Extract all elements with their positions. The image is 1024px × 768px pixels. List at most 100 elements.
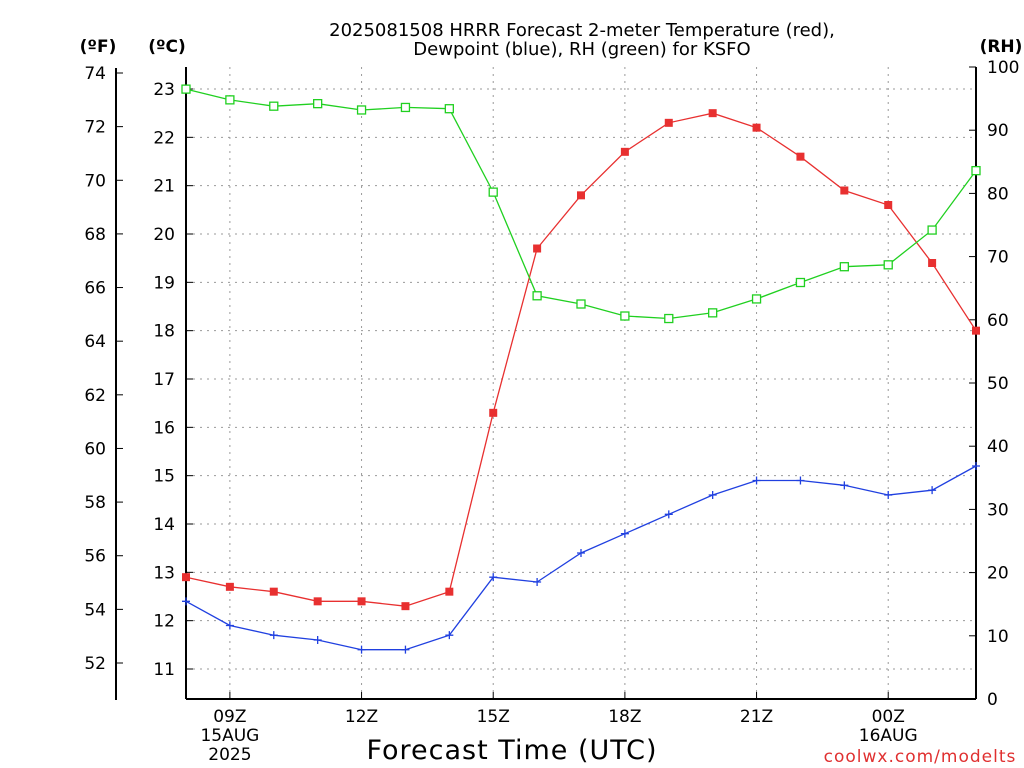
dewpoint-point <box>269 631 278 640</box>
rh-axis-unit: (RH) <box>980 37 1023 57</box>
temperature-point <box>972 326 980 335</box>
rh-point <box>883 260 893 270</box>
temperature-point <box>182 573 190 582</box>
credit-text: coolwx.com/modelts <box>824 747 1017 767</box>
rh-point <box>927 225 937 235</box>
temperature-point <box>840 186 849 195</box>
rh-tick-label: 0 <box>987 690 998 710</box>
temperature-point <box>928 259 937 267</box>
temperature-point <box>489 408 498 417</box>
rh-tick-label: 10 <box>987 627 1009 647</box>
rh-line <box>185 88 977 320</box>
rh-point <box>795 277 806 288</box>
temperature-point <box>664 118 673 127</box>
dewpoint-point <box>357 645 366 654</box>
celsius-tick-label: 21 <box>153 177 175 197</box>
dewpoint-point <box>796 476 805 485</box>
rh-tick-label: 20 <box>987 564 1009 584</box>
fahrenheit-tick-label: 70 <box>84 171 106 191</box>
temperature-point <box>752 123 761 132</box>
celsius-tick-label: 12 <box>153 612 175 632</box>
x-tick-label: 09Z <box>213 707 246 727</box>
x-tick-label: 21Z <box>740 707 773 727</box>
celsius-tick-label: 11 <box>153 660 175 680</box>
dewpoint-point <box>401 645 410 654</box>
rh-point <box>576 299 586 309</box>
rh-point <box>269 101 279 111</box>
rh-point <box>751 294 762 304</box>
celsius-tick-label: 23 <box>153 80 175 100</box>
temperature-point <box>313 597 322 606</box>
data-series <box>181 84 981 654</box>
temperature-point <box>269 587 278 596</box>
fahrenheit-axis-unit: (ºF) <box>80 37 117 57</box>
x-tick-label: 2025 <box>208 745 251 765</box>
dewpoint-point <box>489 573 498 582</box>
rh-tick-label: 80 <box>987 184 1009 204</box>
celsius-tick-label: 13 <box>153 563 175 583</box>
rh-point <box>664 313 674 324</box>
rh-tick-label: 50 <box>987 374 1009 394</box>
fahrenheit-tick-label: 68 <box>84 225 106 245</box>
celsius-tick-label: 22 <box>153 128 175 148</box>
x-tick-label: 15Z <box>477 707 510 727</box>
rh-tick-label: 70 <box>987 248 1009 268</box>
x-tick-label: 16AUG <box>859 726 918 746</box>
chart-title-line-2: Dewpoint (blue), RH (green) for KSFO <box>413 39 750 60</box>
fahrenheit-tick-label: 64 <box>84 332 106 352</box>
dewpoint-point <box>577 549 585 557</box>
celsius-tick-label: 15 <box>153 467 175 487</box>
rh-point <box>708 308 718 318</box>
rh-tick-label: 90 <box>987 121 1009 141</box>
fahrenheit-tick-label: 56 <box>84 547 106 567</box>
dewpoint-point <box>445 631 454 640</box>
dewpoint-point <box>752 476 761 485</box>
dewpoint-point <box>928 486 937 495</box>
rh-point <box>488 187 498 197</box>
temperature-point <box>225 582 234 591</box>
rh-point <box>181 84 191 94</box>
temperature-point <box>577 191 585 200</box>
rh-point <box>444 104 454 114</box>
x-tick-label: 15AUG <box>200 726 259 746</box>
rh-point <box>225 95 235 105</box>
fahrenheit-tick-label: 74 <box>84 64 106 84</box>
temperature-point <box>796 152 805 161</box>
x-axis-label: Forecast Time (UTC) <box>366 735 657 766</box>
rh-point <box>532 291 542 301</box>
fahrenheit-tick-label: 60 <box>84 439 106 459</box>
dewpoint-point <box>972 462 980 470</box>
temperature-point <box>401 602 410 611</box>
celsius-tick-label: 18 <box>153 322 175 342</box>
temperature-point <box>357 597 366 606</box>
dewpoint-point <box>884 491 893 499</box>
celsius-tick-label: 20 <box>153 225 175 245</box>
temperature-point <box>884 201 893 209</box>
fahrenheit-tick-label: 62 <box>84 386 106 406</box>
dewpoint-point <box>225 621 234 630</box>
rh-tick-label: 40 <box>987 437 1009 457</box>
chart-title-line-1: 2025081508 HRRR Forecast 2-meter Tempera… <box>329 20 835 41</box>
temperature-point <box>533 244 542 253</box>
x-tick-label: 12Z <box>345 707 378 727</box>
fahrenheit-tick-label: 52 <box>84 654 106 674</box>
celsius-tick-label: 19 <box>153 273 175 293</box>
fahrenheit-tick-label: 66 <box>84 279 106 299</box>
dewpoint-point <box>620 529 629 538</box>
celsius-tick-label: 16 <box>153 418 175 438</box>
rh-tick-label: 100 <box>987 58 1019 78</box>
fahrenheit-tick-label: 58 <box>84 493 106 513</box>
dewpoint-point <box>840 481 849 490</box>
fahrenheit-tick-label: 72 <box>84 118 106 138</box>
dewpoint-point <box>182 597 190 606</box>
rh-point <box>971 165 981 176</box>
celsius-axis-unit: (ºC) <box>148 37 186 57</box>
rh-point <box>400 102 411 113</box>
tick-labels: 52 54 56 58 60 62 64 66 68 70 72 74 11 12 13 14 15 16 17 18… <box>84 58 1019 765</box>
temperature-point <box>445 587 454 596</box>
dewpoint-point <box>664 510 673 519</box>
dewpoint-point <box>533 578 542 586</box>
grid-lines <box>186 67 976 699</box>
celsius-tick-label: 17 <box>153 370 175 390</box>
